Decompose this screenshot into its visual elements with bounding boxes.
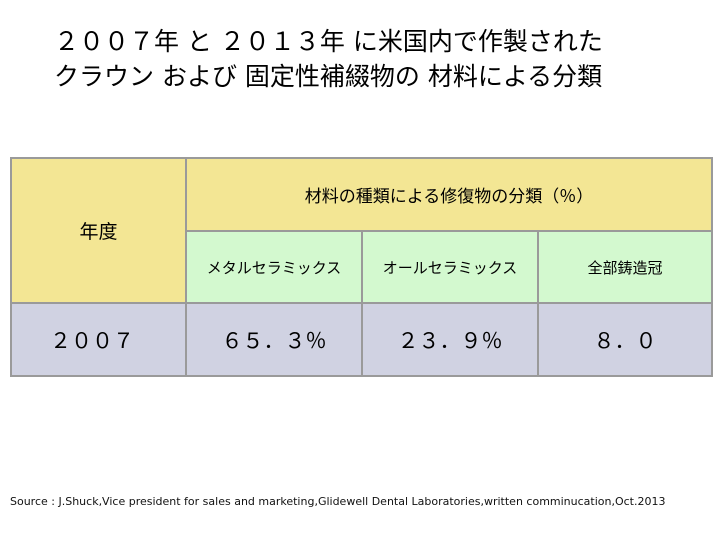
column-header-full-cast-crown: 全部鋳造冠: [536, 230, 714, 304]
cell-full-cast-crown: ８．０: [536, 302, 714, 377]
source-citation: Source : J.Shuck,Vice president for sale…: [10, 495, 666, 508]
table-row: ２００７ ６５．３％ ２３．９％ ８．０: [10, 302, 714, 377]
cell-all-ceramics: ２３．９％: [361, 302, 539, 377]
header-row-columns: メタルセラミックス オールセラミックス 全部鋳造冠: [11, 230, 714, 304]
material-group-header: 材料の種類による修復物の分類（％）: [184, 157, 714, 232]
cell-metal-ceramics: ６５．３％: [185, 302, 363, 377]
row-year: ２００７: [10, 302, 187, 377]
column-header-all-ceramics: オールセラミックス: [361, 230, 539, 304]
column-header-metal-ceramics: メタルセラミックス: [185, 230, 363, 304]
header-row-group: 年度 材料の種類による修復物の分類（％）: [10, 157, 714, 304]
title-line-2: クラウン および 固定性補綴物の 材料による分類: [54, 62, 603, 91]
slide-title: ２００７年 と ２０１３年 に米国内で作製された クラウン および 固定性補綴物…: [54, 24, 694, 94]
year-header: 年度: [10, 157, 187, 304]
title-line-1: ２００７年 と ２０１３年 に米国内で作製された: [54, 27, 603, 56]
classification-table: 年度 材料の種類による修復物の分類（％） メタルセラミックス オールセラミックス…: [10, 157, 714, 377]
